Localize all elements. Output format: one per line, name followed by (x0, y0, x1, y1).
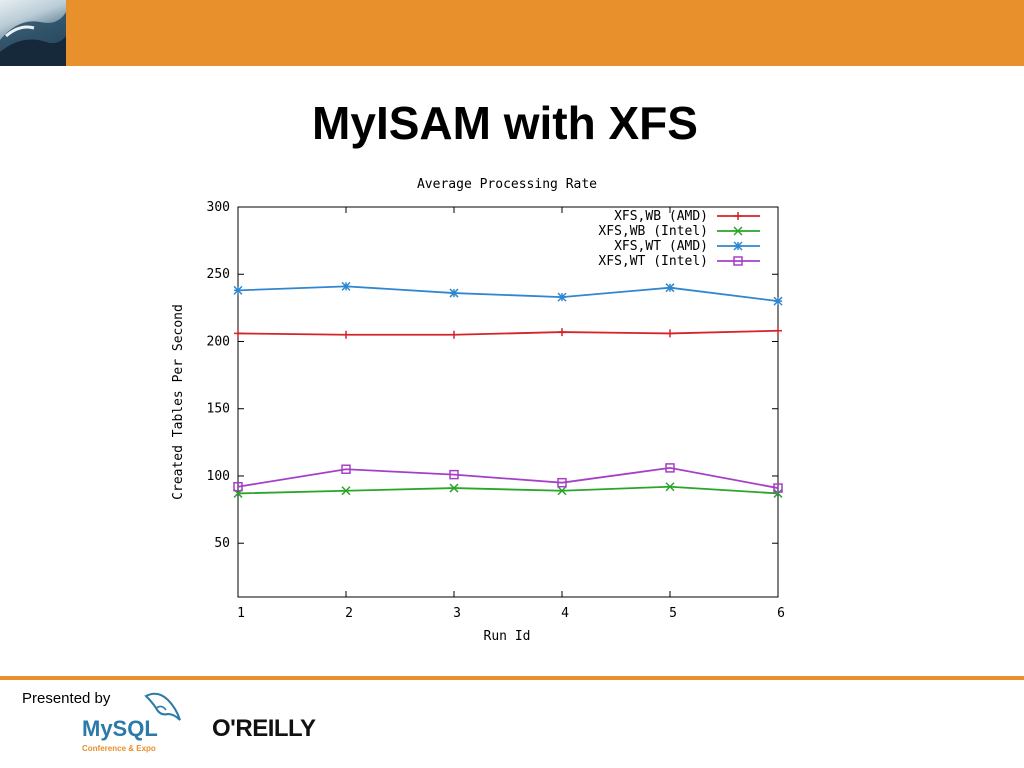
series-line (237, 485, 779, 495)
x-tick-label: 2 (345, 606, 353, 621)
x-tick-label: 4 (561, 606, 569, 621)
oreilly-logo: O'REILLY (212, 715, 316, 742)
series-4 (233, 463, 783, 493)
series-group (233, 281, 783, 498)
axes: 50 100 150 200 250 300 1 2 3 4 5 6 (207, 200, 785, 621)
series-3 (233, 281, 783, 306)
data-point (773, 296, 783, 306)
data-point (341, 281, 351, 291)
legend: XFS,WB (AMD)XFS,WB (Intel)XFS,WT (AMD)XF… (598, 209, 760, 269)
chart-svg: Average Processing Rate 50 100 150 200 250 30… (171, 177, 785, 644)
y-tick-label: 250 (207, 267, 230, 282)
data-point (450, 330, 458, 339)
footer-divider (0, 676, 1024, 680)
legend-label: XFS,WB (AMD) (614, 209, 708, 224)
y-tick-label: 200 (207, 334, 230, 349)
data-point (557, 486, 567, 496)
series-line (237, 466, 779, 489)
data-point (558, 328, 566, 337)
data-point (665, 482, 675, 492)
data-point (557, 292, 567, 302)
data-point (773, 488, 783, 498)
y-tick-label: 100 (207, 469, 230, 484)
data-point (449, 288, 459, 298)
dolphin-icon (144, 692, 181, 721)
data-point (449, 483, 459, 493)
legend-marker (733, 241, 743, 251)
y-tick-label: 50 (214, 536, 230, 551)
legend-label: XFS,WB (Intel) (598, 224, 708, 239)
data-point (234, 329, 242, 338)
y-tick-label: 300 (207, 200, 230, 215)
series-line (237, 329, 779, 336)
series-line (237, 285, 779, 303)
legend-marker (733, 226, 743, 236)
series-2 (233, 482, 783, 498)
chart-title: Average Processing Rate (417, 177, 597, 192)
data-point (665, 283, 675, 293)
data-point (773, 483, 783, 493)
x-tick-label: 6 (777, 606, 785, 621)
y-axis-label: Created Tables Per Second (171, 304, 186, 500)
legend-marker (734, 212, 742, 220)
wave-logo-icon (0, 0, 66, 66)
data-point (774, 326, 782, 335)
data-point (341, 486, 351, 496)
legend-label: XFS,WT (AMD) (614, 239, 708, 254)
data-point (342, 330, 350, 339)
x-tick-label: 5 (669, 606, 677, 621)
chart: Average Processing Rate 50 100 150 200 250 30… (160, 170, 810, 650)
x-tick-label: 1 (237, 606, 245, 621)
legend-label: XFS,WT (Intel) (598, 254, 708, 269)
header-bar (0, 0, 1024, 66)
y-tick-label: 150 (207, 402, 230, 417)
data-point (449, 469, 459, 480)
mysql-logo-text: MySQL (82, 716, 158, 741)
plot-frame (237, 206, 779, 598)
legend-marker (733, 256, 743, 266)
data-point (341, 464, 351, 474)
data-point (233, 285, 243, 295)
presented-by-label: Presented by (22, 690, 111, 707)
data-point (557, 477, 567, 488)
data-point (666, 329, 674, 338)
x-tick-label: 3 (453, 606, 461, 621)
mysql-logo: MySQL Conference & Expo (82, 716, 192, 756)
data-point (233, 481, 243, 492)
page-title: MyISAM with XFS (312, 97, 698, 149)
mysql-logo-subtext: Conference & Expo (82, 744, 156, 753)
data-point (665, 463, 675, 473)
x-axis-label: Run Id (484, 629, 531, 644)
series-1 (234, 326, 782, 339)
